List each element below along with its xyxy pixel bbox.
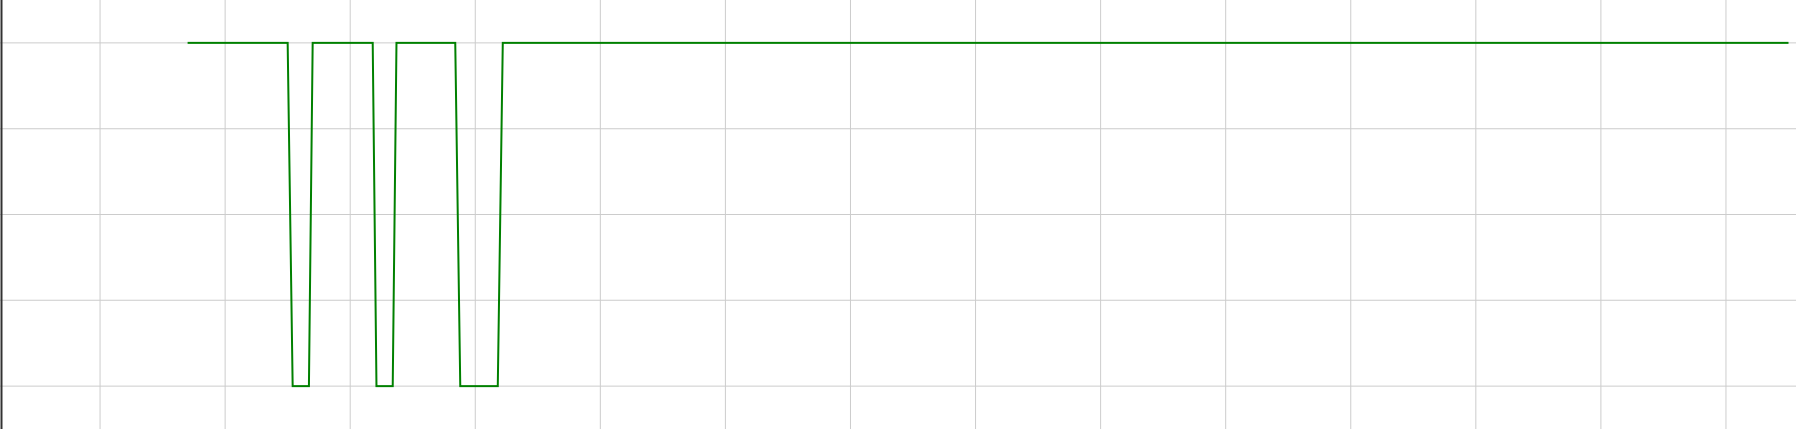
series-line-0 [187,41,1789,388]
series-layer [187,41,1789,388]
